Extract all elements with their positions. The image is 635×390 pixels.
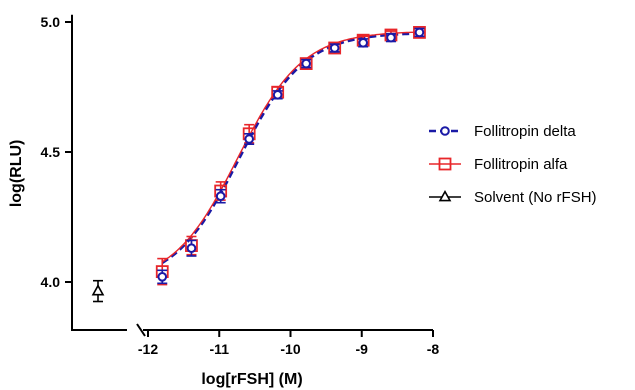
- y-tick-label: 5.0: [41, 14, 61, 30]
- x-axis-title: log[rFSH] (M): [201, 371, 302, 388]
- delta-point: [301, 58, 311, 69]
- legend-swatch-marker: [438, 157, 452, 171]
- x-ticks: -12 -11 -10 -9 -8: [138, 330, 440, 357]
- solvent-point: [91, 284, 105, 296]
- y-tick-label: 4.0: [41, 274, 61, 290]
- delta-point: [157, 272, 168, 282]
- x-tick-label: -10: [280, 341, 300, 357]
- fit-curve-alfa: [161, 31, 420, 263]
- legend-item: Solvent (No rFSH): [429, 189, 597, 206]
- x-tick-label: -9: [356, 341, 369, 357]
- legend-swatch-marker: [438, 189, 452, 202]
- axis-break-mark: [136, 323, 146, 337]
- y-axis-title: log(RLU): [8, 140, 25, 208]
- legend-swatch-marker: [440, 126, 450, 136]
- delta-point: [414, 27, 425, 38]
- delta-point: [186, 243, 197, 253]
- delta-point: [329, 43, 340, 53]
- fit-curve-delta: [161, 32, 420, 264]
- legend-label: Follitropin alfa: [474, 156, 568, 173]
- delta-point: [244, 134, 254, 144]
- y-tick-label: 4.5: [41, 144, 61, 160]
- data-points: [91, 25, 426, 303]
- legend: Follitropin delta Follitropin alfa Solvent…: [429, 123, 597, 206]
- alfa-point: [328, 41, 342, 55]
- legend-item: Follitropin delta: [429, 123, 576, 140]
- delta-point: [358, 38, 368, 48]
- y-ticks: 4.0 4.5 5.0: [41, 14, 72, 290]
- delta-point: [386, 32, 396, 43]
- x-tick-label: -8: [427, 341, 440, 357]
- legend-item: Follitropin alfa: [429, 156, 568, 173]
- fit-curves: [161, 31, 420, 264]
- legend-label: Follitropin delta: [474, 123, 576, 140]
- delta-point: [272, 90, 283, 100]
- alfa-point: [299, 57, 313, 70]
- delta-point: [215, 191, 226, 201]
- axes: [71, 14, 433, 337]
- alfa-point: [413, 25, 426, 39]
- x-tick-label: -11: [210, 341, 230, 357]
- legend-label: Solvent (No rFSH): [474, 189, 597, 206]
- x-tick-label: -12: [138, 341, 158, 357]
